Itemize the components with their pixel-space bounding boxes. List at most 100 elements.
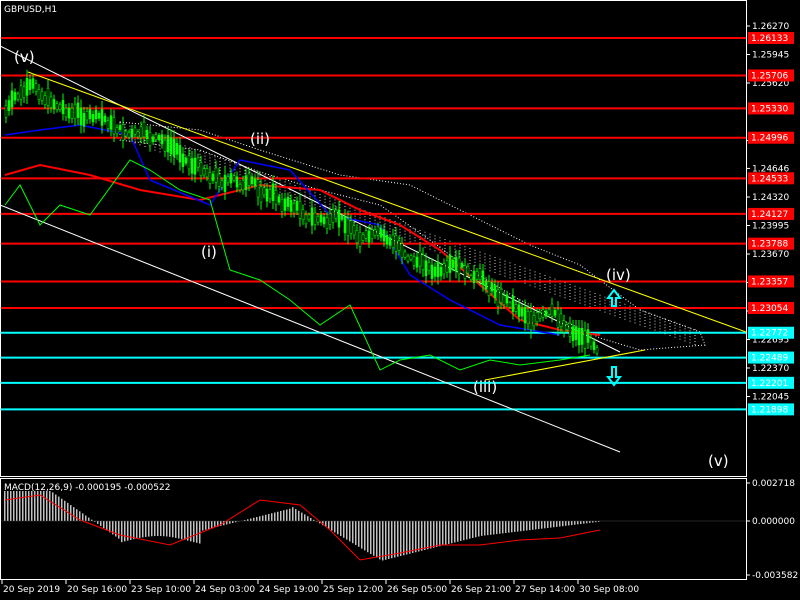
macd-bar xyxy=(277,511,279,521)
macd-bar xyxy=(226,521,228,525)
macd-bar xyxy=(409,521,411,554)
candle-body xyxy=(514,304,518,312)
candle-body xyxy=(196,157,200,168)
macd-bar xyxy=(115,521,117,537)
candle-body xyxy=(454,256,458,272)
macd-bar xyxy=(82,513,84,521)
candle-body xyxy=(64,108,68,118)
macd-bar xyxy=(466,521,468,540)
candle-body xyxy=(226,176,230,184)
candle-body xyxy=(355,230,359,243)
macd-bar xyxy=(367,521,369,553)
time-axis: 20 Sep 2019 20 Sep 16:00 23 Sep 10:00 24 Se… xyxy=(1,580,639,595)
candle-body xyxy=(286,196,290,207)
candle-body xyxy=(511,295,515,313)
macd-bar xyxy=(184,521,186,540)
time-label: 26 Sep 05:00 xyxy=(387,585,447,595)
macd-bar xyxy=(178,521,180,539)
macd-bar xyxy=(265,514,267,521)
candle-body xyxy=(79,107,83,126)
candle-body xyxy=(283,198,287,211)
macd-bar xyxy=(289,508,291,521)
candle-body xyxy=(595,347,599,354)
candle-body xyxy=(463,265,467,279)
candle-body xyxy=(115,127,119,135)
macd-bar xyxy=(4,491,6,521)
candle-body xyxy=(433,266,437,277)
down-arrow-icon xyxy=(606,366,622,387)
macd-bar xyxy=(412,521,414,553)
macd-bar xyxy=(316,521,318,522)
candle-body xyxy=(430,264,434,279)
candle-body xyxy=(262,187,266,196)
candle-body xyxy=(373,229,377,236)
resistance-level-tag-label: 1.25706 xyxy=(751,71,788,81)
candle-body xyxy=(340,215,344,220)
price-label: 1.22695 xyxy=(752,336,789,346)
macd-bar xyxy=(61,498,63,521)
candle-body xyxy=(94,109,98,120)
macd-bar xyxy=(505,521,507,533)
macd-bar xyxy=(502,521,504,534)
candle-body xyxy=(244,175,248,191)
support-level-tag-label: 1.21898 xyxy=(751,405,788,415)
candle-body xyxy=(214,167,218,183)
macd-bar xyxy=(172,521,174,538)
macd-bar xyxy=(121,521,123,543)
candle-body xyxy=(61,99,65,115)
macd-bar xyxy=(130,521,132,540)
symbol-title: GBPUSD,H1 xyxy=(4,5,57,15)
macd-bar xyxy=(175,521,177,538)
macd-histogram xyxy=(1,491,746,561)
time-label: 20 Sep 16:00 xyxy=(67,585,127,595)
candle-body xyxy=(520,307,524,317)
candle-body xyxy=(76,102,80,118)
macd-bar xyxy=(100,521,102,526)
macd-bar xyxy=(55,494,57,521)
macd-bar xyxy=(7,491,9,521)
candle-body xyxy=(139,126,143,138)
candle-body xyxy=(34,83,38,92)
macd-bar xyxy=(76,509,78,521)
macd-bar xyxy=(322,521,324,526)
macd-bar xyxy=(397,521,399,557)
candle-body xyxy=(10,90,14,108)
candle-body xyxy=(19,85,23,100)
macd-bar xyxy=(133,521,135,540)
candle-body xyxy=(313,212,317,225)
candle-body xyxy=(88,109,92,120)
candle-body xyxy=(499,288,503,303)
candle-body xyxy=(97,112,101,119)
macd-bar xyxy=(214,521,216,528)
candle-body xyxy=(316,215,320,223)
candle-body xyxy=(136,131,140,138)
macd-bar xyxy=(487,521,489,536)
candle-body xyxy=(415,256,419,268)
candle-body xyxy=(409,255,413,260)
macd-bar xyxy=(325,521,327,527)
candle-body xyxy=(490,282,494,292)
macd-bar xyxy=(535,521,537,530)
channel-lower-line xyxy=(0,204,621,453)
candle-body xyxy=(163,139,167,152)
candle-body xyxy=(538,312,542,320)
price-label: 1.24646 xyxy=(752,164,789,174)
candle-body xyxy=(391,234,395,248)
candle-body xyxy=(547,309,551,315)
support-level-tag-label: 1.22489 xyxy=(751,354,788,364)
candle-body xyxy=(580,328,584,345)
wave-label: (iii) xyxy=(473,378,497,396)
macd-bar xyxy=(541,521,543,529)
time-label: 24 Sep 03:00 xyxy=(195,585,255,595)
macd-bar xyxy=(433,521,435,548)
candle-body xyxy=(112,117,116,135)
macd-bar xyxy=(220,521,222,526)
candle-body xyxy=(397,240,401,251)
candle-body xyxy=(541,309,545,318)
candle-body xyxy=(337,209,341,228)
macd-bar xyxy=(508,521,510,533)
candle-body xyxy=(73,103,77,119)
candle-body xyxy=(193,157,197,175)
candle-body xyxy=(232,175,236,181)
